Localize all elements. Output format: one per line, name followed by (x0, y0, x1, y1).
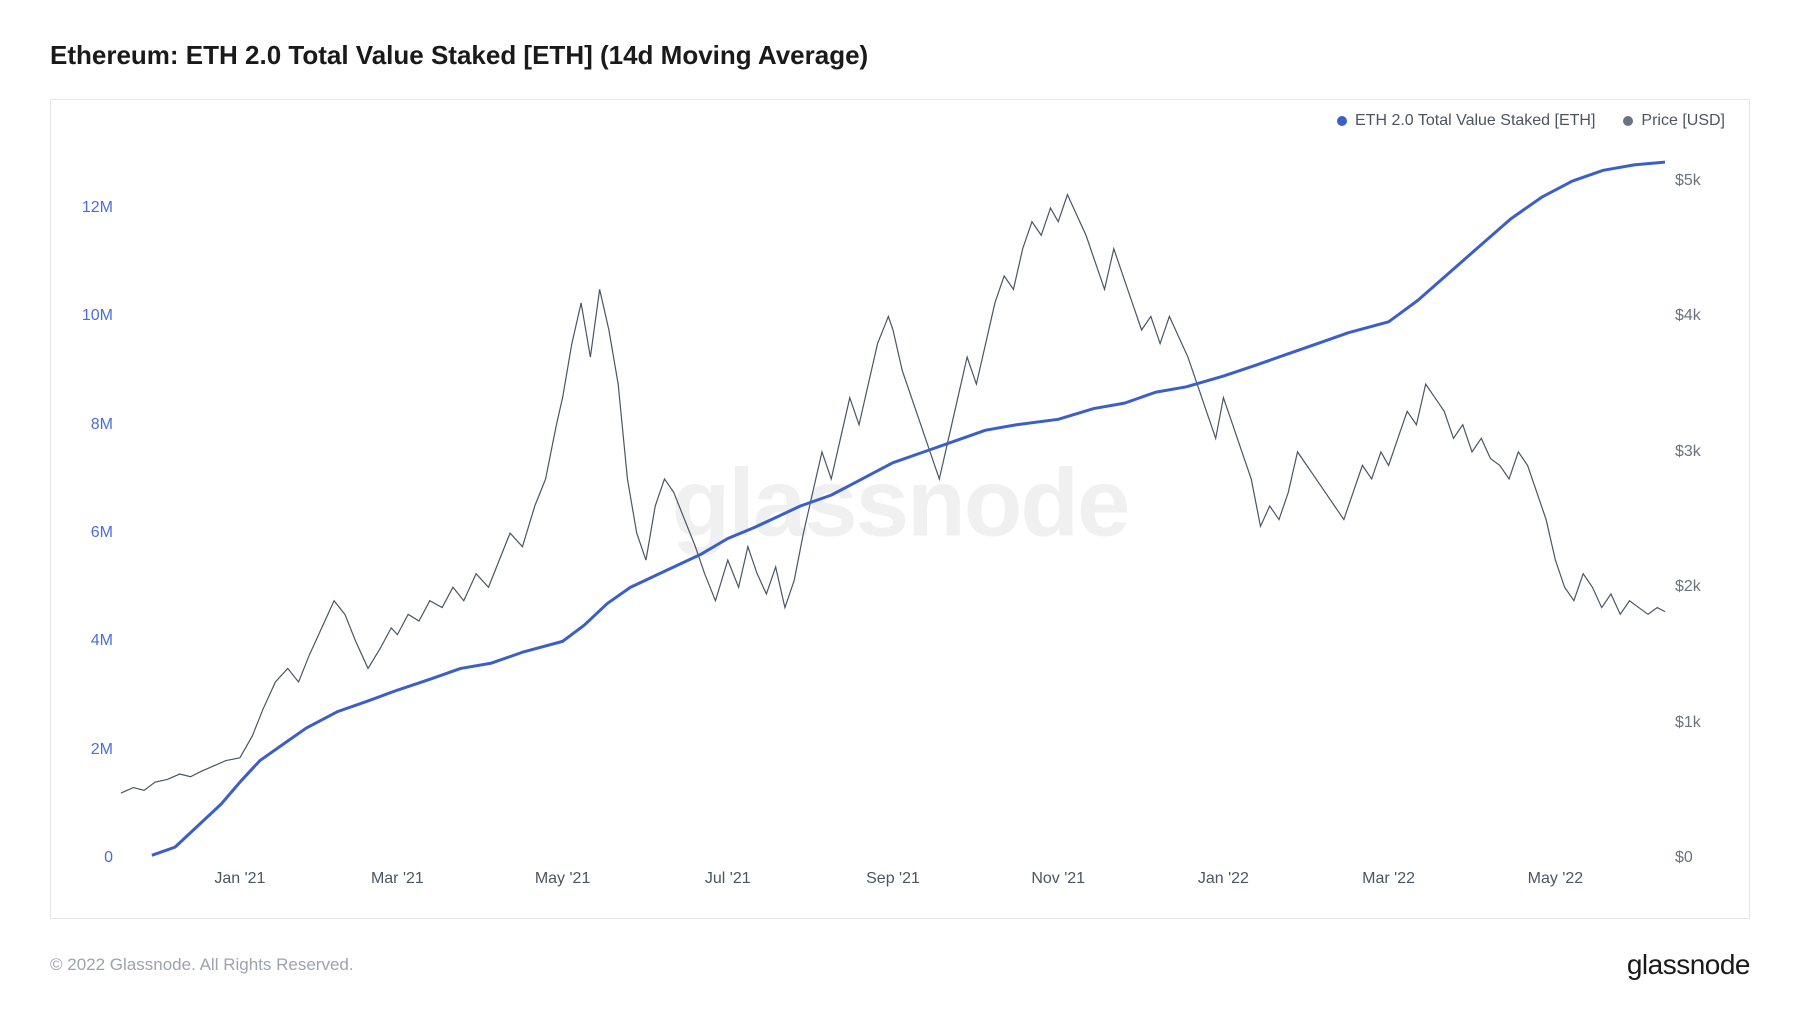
plot-svg (121, 154, 1665, 858)
y-left-tick: 2M (91, 741, 113, 759)
x-tick: Nov '21 (1031, 870, 1085, 888)
legend: ETH 2.0 Total Value Staked [ETH] Price [… (1337, 112, 1725, 130)
y-left-tick: 6M (91, 524, 113, 542)
legend-item-price: Price [USD] (1623, 112, 1725, 130)
legend-dot-icon (1623, 116, 1633, 126)
y-left-tick: 10M (82, 307, 113, 325)
x-tick: Jan '22 (1198, 870, 1249, 888)
y-left-tick: 4M (91, 632, 113, 650)
copyright-text: © 2022 Glassnode. All Rights Reserved. (50, 955, 354, 975)
footer: © 2022 Glassnode. All Rights Reserved. g… (50, 949, 1750, 981)
x-tick: Sep '21 (866, 870, 920, 888)
y-right-tick: $1k (1675, 714, 1701, 732)
price-line (121, 195, 1665, 793)
y-right-tick: $4k (1675, 307, 1701, 325)
x-tick: Mar '22 (1362, 870, 1415, 888)
staked-line (152, 162, 1665, 855)
y-right-tick: $0 (1675, 849, 1693, 867)
x-tick: Jul '21 (705, 870, 751, 888)
y-right-tick: $3k (1675, 443, 1701, 461)
plot-area (121, 154, 1665, 858)
legend-dot-icon (1337, 116, 1347, 126)
legend-label: ETH 2.0 Total Value Staked [ETH] (1355, 112, 1595, 130)
x-tick: May '21 (535, 870, 591, 888)
legend-label: Price [USD] (1641, 112, 1725, 130)
chart-title: Ethereum: ETH 2.0 Total Value Staked [ET… (50, 40, 1750, 71)
y-right-tick: $5k (1675, 172, 1701, 190)
y-right-tick: $2k (1675, 578, 1701, 596)
brand-logo: glassnode (1627, 949, 1750, 981)
y-left-tick: 12M (82, 199, 113, 217)
y-left-tick: 8M (91, 416, 113, 434)
chart-frame: ETH 2.0 Total Value Staked [ETH] Price [… (50, 99, 1750, 919)
x-tick: Mar '21 (371, 870, 424, 888)
legend-item-staked: ETH 2.0 Total Value Staked [ETH] (1337, 112, 1595, 130)
x-tick: May '22 (1528, 870, 1584, 888)
x-tick: Jan '21 (214, 870, 265, 888)
y-left-tick: 0 (104, 849, 113, 867)
